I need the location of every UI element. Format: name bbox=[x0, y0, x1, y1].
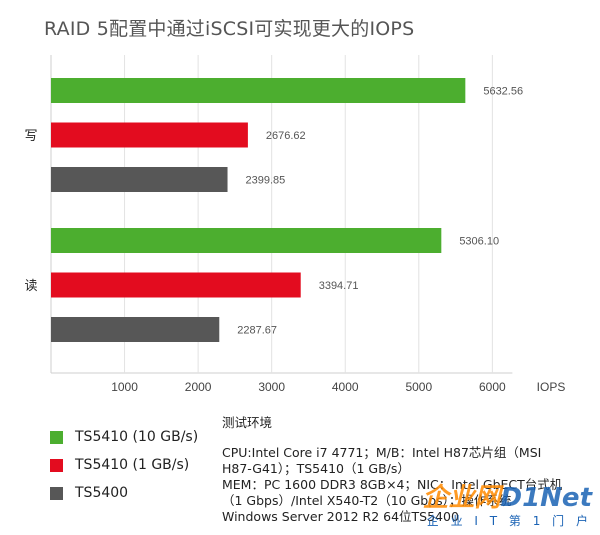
bar-value-labels: 5632.56 2676.62 2399.85 5306.10 3394.71 2287.… bbox=[237, 86, 523, 337]
bar-value-label: 5632.56 bbox=[483, 86, 523, 98]
x-axis-label: IOPS bbox=[537, 380, 566, 394]
env-line: Windows Server 2012 R2 64位TS5400 bbox=[222, 509, 459, 524]
bar-value-label: 2676.62 bbox=[266, 130, 306, 142]
env-line: （1 Gbps）/Intel X540-T2（10 Gbps）；操作系统 bbox=[222, 493, 512, 508]
legend-item: TS5400 bbox=[50, 479, 198, 507]
legend: TS5410 (10 GB/s) TS5410 (1 GB/s) TS5400 bbox=[50, 423, 198, 507]
bar bbox=[51, 167, 228, 192]
watermark-sub: 企 业 I T 第 1 门 户 bbox=[426, 514, 592, 528]
env-line: MEM：PC 1600 DDR3 8GB×4；NIC：Intel GbECT台式… bbox=[222, 477, 563, 492]
legend-item: TS5410 (10 GB/s) bbox=[50, 423, 198, 451]
bar-chart: 5632.56 2676.62 2399.85 5306.10 3394.71 2287.… bbox=[24, 55, 566, 394]
env-line: CPU:Intel Core i7 4771；M/B：Intel H87芯片组（… bbox=[222, 445, 542, 460]
bars bbox=[51, 78, 466, 342]
bar-value-label: 5306.10 bbox=[459, 236, 499, 248]
x-tick-label: 4000 bbox=[332, 380, 359, 394]
env-title: 测试环境 bbox=[222, 415, 273, 430]
category-label: 读 bbox=[24, 279, 37, 294]
watermark-logo: 企业网D1Net 企 业 I T 第 1 门 户 bbox=[422, 477, 592, 529]
legend-swatch bbox=[50, 486, 63, 500]
x-tick-label: 6000 bbox=[479, 380, 506, 394]
legend-label: TS5400 bbox=[75, 485, 129, 501]
env-line: H87-G41）；TS5410（1 GB/s） bbox=[222, 461, 410, 476]
legend-item: TS5410 (1 GB/s) bbox=[50, 451, 198, 479]
legend-label: TS5410 (10 GB/s) bbox=[75, 429, 199, 445]
bar-value-label: 3394.71 bbox=[319, 280, 359, 292]
category-labels: 写读 bbox=[24, 129, 37, 294]
test-environment: 测试环境 CPU:Intel Core i7 4771；M/B：Intel H8… bbox=[222, 415, 592, 525]
bar bbox=[51, 272, 301, 298]
bar bbox=[51, 317, 220, 342]
x-tick-label: 5000 bbox=[405, 380, 432, 394]
watermark-main: 企业网D1Net bbox=[422, 477, 592, 514]
category-label: 写 bbox=[24, 129, 37, 144]
watermark-prefix: 企业网 bbox=[422, 483, 501, 513]
bar-value-label: 2399.85 bbox=[246, 175, 286, 187]
watermark-suffix: D1Net bbox=[500, 483, 593, 513]
bar-value-label: 2287.67 bbox=[237, 325, 277, 337]
x-tick-label: 2000 bbox=[185, 380, 212, 394]
x-tick-label: 1000 bbox=[111, 380, 138, 394]
chart-title: RAID 5配置中通过iSCSI可实现更大的IOPS bbox=[44, 18, 415, 40]
legend-swatch bbox=[50, 430, 63, 444]
legend-swatch bbox=[50, 458, 63, 472]
bar bbox=[51, 122, 248, 148]
legend-label: TS5410 (1 GB/s) bbox=[75, 457, 190, 473]
x-tick-labels: 1000 2000 3000 4000 5000 6000 bbox=[111, 380, 506, 394]
bar bbox=[51, 228, 442, 253]
bar bbox=[51, 78, 466, 103]
x-tick-label: 3000 bbox=[258, 380, 285, 394]
